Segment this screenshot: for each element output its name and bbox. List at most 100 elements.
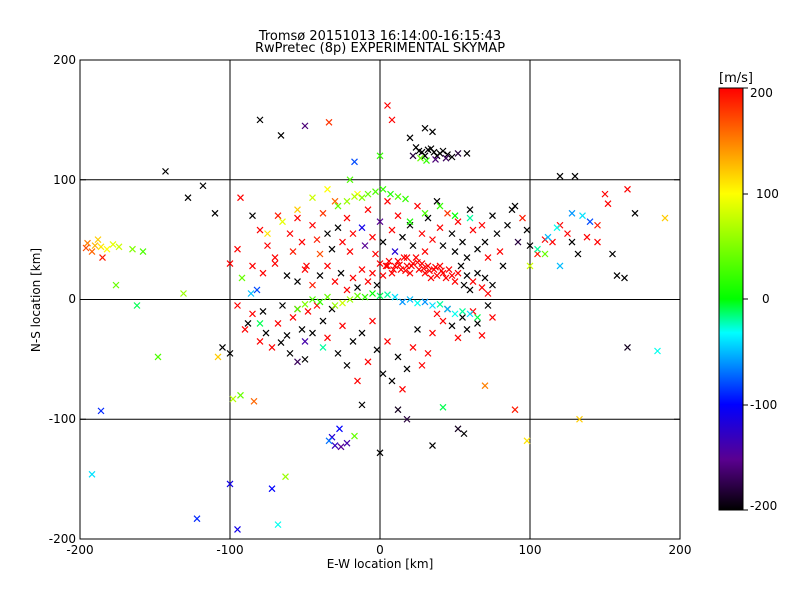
data-point-x	[337, 269, 345, 277]
data-point-x	[294, 214, 301, 222]
data-point-x	[331, 442, 339, 450]
data-point-x	[594, 221, 601, 229]
data-point-x	[324, 185, 331, 193]
grid-lines	[80, 60, 680, 539]
data-point-x	[376, 449, 384, 457]
colorbar-tick-label: 100	[756, 187, 779, 201]
data-point-x	[397, 266, 405, 273]
data-point-x	[229, 395, 237, 403]
data-point-x	[313, 236, 321, 244]
data-point-x	[298, 238, 306, 246]
data-point-x	[247, 290, 255, 297]
data-point-x	[564, 230, 571, 238]
data-point-x	[82, 244, 90, 252]
data-point-x	[294, 278, 301, 285]
y-tick-label: 0	[68, 292, 76, 306]
data-point-x	[438, 267, 445, 275]
data-point-x	[324, 293, 331, 301]
data-point-x	[249, 310, 256, 318]
data-point-x	[478, 221, 486, 229]
data-point-x	[244, 320, 252, 327]
data-point-x	[511, 202, 519, 210]
data-point-x	[309, 296, 316, 303]
data-point-x	[274, 320, 282, 327]
x-tick-label: 100	[519, 543, 542, 557]
data-point-x	[429, 442, 436, 450]
data-point-x	[249, 262, 256, 270]
data-point-x	[457, 262, 465, 270]
data-point-x	[253, 286, 261, 294]
data-point-x	[256, 320, 264, 327]
data-point-x	[402, 195, 409, 203]
data-point-x	[256, 116, 264, 124]
data-point-x	[339, 238, 346, 246]
data-point-x	[451, 278, 459, 285]
data-point-x	[433, 197, 441, 205]
data-point-x	[343, 214, 351, 222]
data-point-x	[343, 361, 351, 369]
data-point-x	[556, 262, 564, 270]
data-point-x	[343, 439, 351, 447]
data-point-x	[234, 302, 241, 309]
data-point-x	[214, 353, 222, 361]
data-point-x	[351, 432, 358, 440]
data-point-x	[283, 332, 291, 339]
data-point-x	[421, 248, 429, 256]
data-point-x	[361, 242, 369, 250]
data-point-x	[369, 290, 376, 297]
data-point-x	[448, 272, 456, 279]
data-point-x	[384, 197, 391, 205]
data-point-x	[379, 370, 387, 378]
data-point-x	[394, 257, 402, 265]
data-point-x	[436, 224, 444, 232]
data-point-x	[459, 308, 466, 315]
data-point-x	[268, 343, 276, 351]
data-point-x	[454, 425, 462, 433]
data-point-x	[334, 224, 342, 232]
data-point-x	[274, 212, 282, 220]
data-point-x	[309, 329, 316, 337]
data-point-x	[417, 154, 424, 162]
y-tick-labels: -200 -100 0 100 200	[49, 53, 76, 546]
data-point-x	[385, 257, 393, 265]
data-point-x	[493, 230, 501, 238]
data-point-x	[429, 128, 436, 136]
data-point-x	[460, 281, 468, 289]
data-point-x	[384, 102, 391, 109]
data-point-x	[484, 290, 492, 297]
data-point-x	[466, 310, 474, 318]
data-point-x	[379, 238, 387, 246]
data-point-x	[499, 262, 507, 270]
data-point-x	[408, 262, 415, 270]
data-point-x	[382, 262, 390, 270]
data-point-x	[369, 233, 376, 241]
data-point-x	[334, 202, 342, 210]
data-point-x	[436, 202, 444, 210]
data-point-x	[474, 245, 481, 253]
data-point-x	[394, 353, 402, 361]
data-point-x	[474, 320, 481, 327]
data-point-x	[294, 358, 301, 366]
data-point-x	[133, 302, 141, 309]
data-point-x	[394, 193, 402, 200]
data-point-x	[568, 238, 576, 246]
data-point-x	[444, 305, 451, 313]
data-point-x	[388, 116, 396, 124]
data-point-x	[403, 365, 411, 373]
data-point-x	[199, 182, 207, 190]
data-point-x	[426, 267, 433, 275]
data-point-x	[429, 302, 436, 309]
data-point-x	[409, 242, 417, 250]
data-point-x	[351, 193, 358, 200]
y-tick-label: -200	[49, 532, 76, 546]
data-point-x	[286, 230, 294, 238]
data-point-x	[294, 305, 301, 313]
data-point-x	[414, 258, 421, 266]
data-point-x	[346, 296, 354, 303]
data-point-x	[271, 254, 279, 262]
data-point-x	[234, 525, 241, 533]
data-point-x	[301, 337, 309, 345]
data-point-x	[406, 296, 414, 303]
data-point-x	[621, 274, 628, 282]
data-point-x	[358, 224, 366, 232]
